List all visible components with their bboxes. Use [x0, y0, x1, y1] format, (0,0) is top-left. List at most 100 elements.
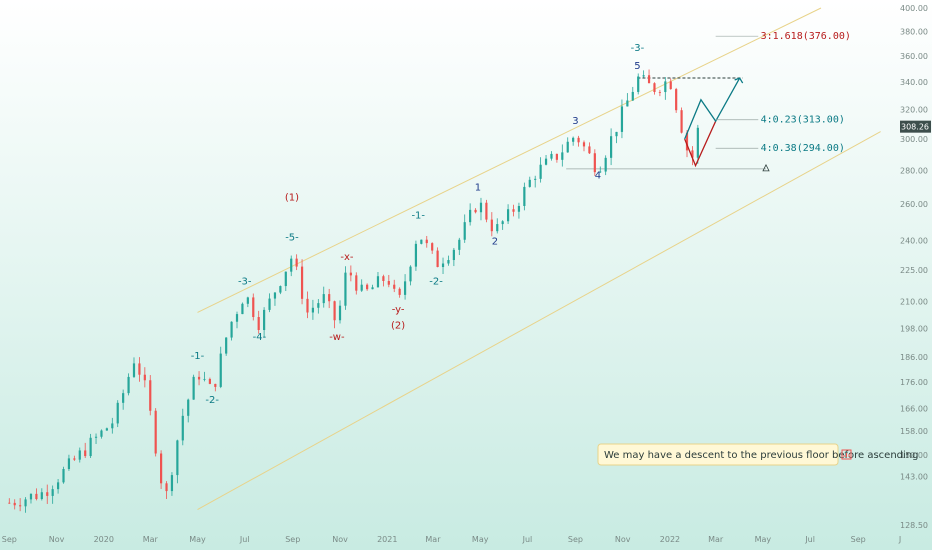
price-tick-label: 143.00: [900, 473, 928, 482]
candle-body: [658, 91, 661, 93]
price-tick-label: 198.00: [900, 324, 928, 333]
candle-body: [544, 158, 548, 165]
candle-body: [555, 153, 558, 160]
last-price-label: 308.26: [901, 123, 929, 132]
candle-body: [528, 179, 531, 187]
candle-body: [647, 75, 651, 84]
candle-body: [485, 202, 488, 220]
candle-body: [463, 222, 466, 240]
time-tick-label: May: [472, 535, 489, 544]
price-tick-label: 150.00: [900, 451, 928, 460]
price-axis[interactable]: 400.00 380.00 360.00 340.00 320.00 300.00 280.…: [900, 4, 931, 530]
candle-body: [56, 482, 60, 490]
candle-body: [181, 415, 184, 441]
candle-body: [382, 276, 385, 281]
wave-label-17: 5: [634, 61, 640, 72]
candle-body: [696, 127, 699, 158]
candle-body: [490, 219, 493, 232]
bar-chart-icon-bars: [843, 453, 850, 457]
annotation-text: We may have a descent to the previous fl…: [604, 450, 918, 461]
candle-body: [214, 383, 217, 387]
time-tick-label: 2022: [660, 535, 680, 544]
candle-body: [512, 209, 515, 212]
time-tick-label: J: [898, 535, 901, 544]
price-tick-label: 380.00: [900, 27, 928, 36]
annotation-callout[interactable]: We may have a descent to the previous fl…: [597, 443, 918, 466]
candle-body: [349, 272, 352, 276]
candle-body: [143, 374, 146, 381]
candle-body: [577, 137, 580, 143]
candle-body: [506, 209, 510, 222]
price-tick-label: 225.00: [900, 266, 928, 275]
last-price-tag: [900, 120, 931, 133]
candle-body: [8, 502, 11, 504]
wave-label-1: (1): [285, 193, 299, 204]
candle-body: [604, 157, 607, 172]
wave-label-15: 3: [572, 116, 578, 127]
time-tick-label: Mar: [143, 535, 159, 544]
time-tick-label: Sep: [285, 535, 300, 544]
candle-body: [691, 150, 694, 158]
candle-body: [19, 505, 22, 507]
candle-body: [127, 376, 130, 394]
price-tick-label: 210.00: [900, 297, 928, 306]
price-tick-label: 240.00: [900, 237, 928, 246]
candle-body: [203, 378, 206, 380]
time-tick-label: Sep: [2, 535, 17, 544]
candle-body: [105, 428, 108, 431]
candle-body: [376, 276, 380, 288]
fib-label-2: 4:0.23(313.00): [761, 115, 845, 126]
candle-body: [132, 363, 136, 377]
wave-label-8: -w-: [329, 332, 345, 343]
candle-body: [13, 502, 16, 506]
price-tick-label: 260.00: [900, 200, 928, 209]
candle-body: [187, 399, 190, 416]
candle-body: [403, 281, 407, 295]
price-tick-label: 158.00: [900, 427, 928, 436]
time-tick-label: May: [755, 535, 772, 544]
time-tick-label: May: [189, 535, 206, 544]
candle-body: [425, 239, 428, 244]
fib-label-1: 3:1.618(376.00): [761, 31, 851, 42]
candle-body: [371, 287, 374, 290]
candle-body: [474, 209, 477, 213]
candle-body: [62, 468, 65, 483]
candle-body: [452, 249, 455, 261]
time-tick-label: Nov: [615, 535, 631, 544]
candle-body: [685, 132, 689, 151]
projection-path-2: [684, 77, 741, 140]
candle-body: [51, 489, 54, 496]
candle-body: [566, 141, 569, 153]
candle-body: [409, 266, 412, 282]
candle-body: [46, 492, 49, 496]
candle-body: [225, 337, 228, 354]
candle-body: [501, 221, 504, 225]
candle-body: [67, 458, 71, 469]
candle-body: [561, 152, 564, 160]
price-tick-label: 280.00: [900, 166, 928, 175]
price-tick-label: 176.00: [900, 378, 928, 387]
candle-body: [235, 314, 239, 322]
wave-label-5: -1-: [191, 351, 205, 362]
candle-body: [414, 243, 418, 267]
candle-body: [333, 301, 336, 321]
candle-body: [111, 423, 114, 429]
candle-body: [615, 131, 618, 137]
candle-body: [154, 410, 157, 454]
candle-body: [458, 239, 461, 250]
candles: [8, 69, 699, 513]
channel-lines: [197, 7, 881, 510]
price-tick-label: 340.00: [900, 78, 928, 87]
fib-levels: 3:1.618(376.00) 4:0.23(313.00) 4:0.38(294.…: [715, 31, 851, 154]
wave-label-11: -1-: [411, 210, 425, 221]
candle-body: [170, 475, 174, 492]
candle-body: [290, 258, 293, 272]
price-tick-label: 320.00: [900, 106, 928, 115]
time-axis[interactable]: Sep Nov 2020 Mar May Jul Sep Nov 2021 Mar May Jul Se…: [2, 535, 901, 544]
channel-upper-line: [197, 7, 822, 313]
candle-body: [138, 363, 141, 375]
time-tick-label: Mar: [708, 535, 724, 544]
candle-body: [284, 271, 287, 287]
candle-body: [572, 137, 575, 142]
